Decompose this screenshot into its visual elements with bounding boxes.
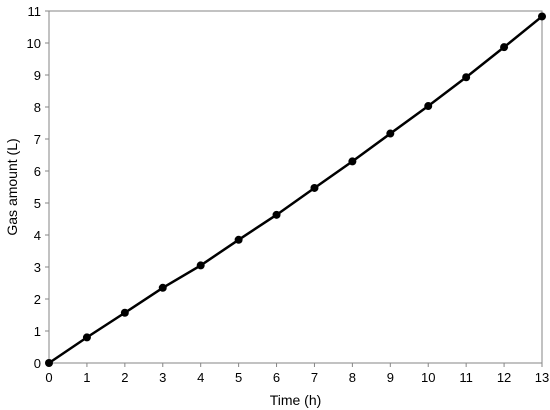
data-point bbox=[386, 129, 395, 138]
y-tick-label: 8 bbox=[34, 100, 41, 115]
x-tick-label: 3 bbox=[159, 370, 166, 385]
data-point bbox=[82, 333, 91, 342]
series-layer bbox=[45, 12, 546, 367]
x-tick-label: 12 bbox=[497, 370, 511, 385]
x-axis: 0 1 2 3 4 5 6 7 8 9 10 11 12 13 bbox=[45, 363, 549, 385]
x-tick-label: 6 bbox=[273, 370, 280, 385]
x-axis-title: Time (h) bbox=[270, 392, 322, 408]
x-tick-label: 8 bbox=[349, 370, 356, 385]
y-tick-label: 10 bbox=[27, 36, 41, 51]
y-tick-label: 7 bbox=[34, 132, 41, 147]
x-tick-label: 1 bbox=[83, 370, 90, 385]
data-point bbox=[310, 183, 319, 192]
data-point bbox=[272, 210, 281, 219]
y-tick-label: 9 bbox=[34, 68, 41, 83]
y-tick-label: 0 bbox=[34, 356, 41, 371]
data-point bbox=[158, 283, 167, 292]
data-point bbox=[500, 43, 509, 52]
data-point bbox=[348, 157, 357, 166]
data-point bbox=[196, 261, 205, 270]
y-tick-label: 2 bbox=[34, 292, 41, 307]
series-line bbox=[48, 15, 543, 365]
y-tick-label: 11 bbox=[28, 4, 42, 19]
x-tick-label: 4 bbox=[197, 370, 204, 385]
x-tick-label: 0 bbox=[45, 370, 52, 385]
y-tick-label: 4 bbox=[34, 228, 41, 243]
x-tick-label: 9 bbox=[387, 370, 394, 385]
y-axis-title: Gas amount (L) bbox=[4, 138, 20, 235]
y-tick-label: 5 bbox=[34, 196, 41, 211]
x-tick-label: 5 bbox=[235, 370, 242, 385]
x-tick-label: 10 bbox=[421, 370, 435, 385]
y-axis: 0 1 2 3 4 5 6 7 8 9 10 11 bbox=[27, 4, 49, 371]
data-point bbox=[45, 359, 53, 367]
y-tick-label: 6 bbox=[34, 164, 41, 179]
y-tick-label: 1 bbox=[34, 324, 41, 339]
data-point bbox=[234, 235, 243, 244]
x-tick-label: 2 bbox=[121, 370, 128, 385]
y-tick-label: 3 bbox=[34, 260, 41, 275]
data-point bbox=[424, 102, 433, 111]
x-tick-label: 11 bbox=[459, 370, 473, 385]
data-point bbox=[120, 308, 129, 317]
data-point bbox=[538, 12, 546, 21]
data-point bbox=[462, 73, 471, 82]
x-tick-label: 13 bbox=[535, 370, 549, 385]
x-tick-label: 7 bbox=[311, 370, 318, 385]
plot-area-border bbox=[48, 10, 543, 364]
